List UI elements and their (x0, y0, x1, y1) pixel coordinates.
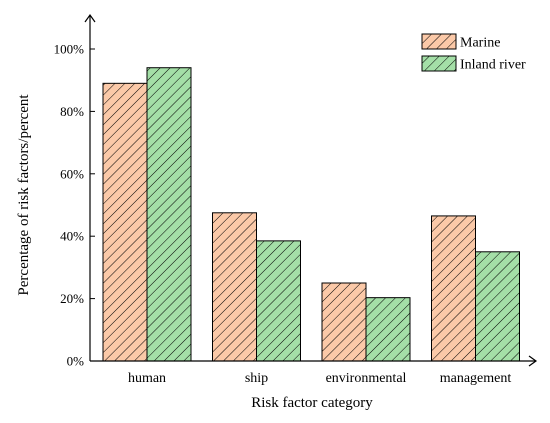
y-tick-label: 100% (54, 42, 85, 57)
x-category-labels: human ship environmental management (128, 356, 511, 386)
bar-inland-river-human (146, 67, 192, 362)
axes (84, 13, 538, 367)
y-tick-label: 40% (60, 229, 84, 244)
bar-inland-river-environmental (365, 297, 411, 362)
y-tick-label: 20% (60, 291, 84, 306)
bar-marine-environmental (321, 282, 367, 362)
x-axis-title: Risk factor category (251, 395, 373, 411)
x-category-label: ship (245, 371, 268, 386)
bar-marine-management (431, 215, 476, 362)
x-axis-arrow (528, 355, 538, 367)
x-category-label: human (128, 371, 166, 386)
y-axis-arrow (84, 13, 96, 23)
bar-inland-river-ship (256, 240, 301, 362)
y-axis-title: Percentage of risk factors/percent (16, 94, 32, 296)
bar-marine-human (102, 82, 148, 362)
bar-marine-ship (212, 212, 257, 362)
y-tick-label: 60% (60, 166, 84, 181)
plot-area (102, 67, 520, 362)
y-ticks: 0% 20% 40% 60% 80% 100% (54, 42, 95, 369)
legend: Marine Inland river (421, 33, 526, 73)
x-category-label: environmental (326, 371, 407, 386)
legend-swatch-inland-river (421, 55, 457, 72)
x-category-label: management (440, 371, 512, 386)
y-tick-label: 0% (67, 354, 85, 369)
legend-swatch-marine (421, 33, 457, 50)
legend-label: Inland river (460, 58, 526, 73)
legend-label: Marine (460, 36, 500, 51)
bar-inland-river-management (475, 251, 520, 362)
y-tick-label: 80% (60, 104, 84, 119)
